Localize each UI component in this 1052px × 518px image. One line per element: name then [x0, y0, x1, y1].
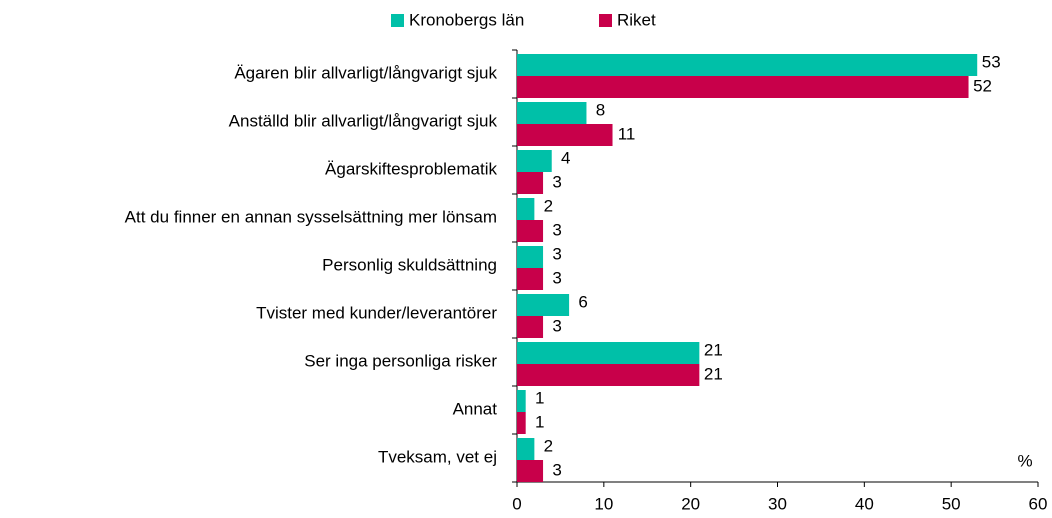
x-tick-label: 40 — [855, 494, 874, 513]
bar — [517, 460, 544, 482]
category-label: Ägaren blir allvarligt/långvarigt sjuk — [234, 63, 497, 82]
bar — [517, 76, 969, 98]
category-label: Personlig skuldsättning — [322, 255, 497, 274]
value-label: 6 — [578, 292, 587, 311]
bar — [517, 268, 544, 290]
value-label: 3 — [552, 316, 561, 335]
bar — [517, 438, 535, 460]
bar — [517, 198, 535, 220]
category-label: Ser inga personliga risker — [304, 351, 497, 370]
bar — [517, 390, 526, 412]
legend-swatch — [391, 14, 404, 27]
x-tick-label: 20 — [681, 494, 700, 513]
category-label: Tveksam, vet ej — [378, 447, 497, 466]
x-tick-label: 30 — [768, 494, 787, 513]
value-label: 3 — [552, 268, 561, 287]
value-label: 3 — [552, 460, 561, 479]
bar — [517, 150, 552, 172]
bar — [517, 246, 544, 268]
bar — [517, 172, 544, 194]
bar — [517, 220, 544, 242]
value-label: 11 — [618, 124, 636, 143]
value-label: 2 — [544, 196, 553, 215]
unit-label: % — [1017, 451, 1032, 470]
value-label: 8 — [596, 100, 605, 119]
category-label: Att du finner en annan sysselsättning me… — [125, 207, 497, 226]
value-label: 3 — [552, 244, 561, 263]
value-label: 21 — [704, 364, 723, 383]
x-tick-label: 0 — [512, 494, 521, 513]
bar — [517, 316, 544, 338]
value-label: 21 — [704, 340, 723, 359]
bar — [517, 54, 978, 76]
category-label: Anställd blir allvarligt/långvarigt sjuk — [229, 111, 498, 130]
bar — [517, 102, 587, 124]
legend-swatch — [599, 14, 612, 27]
bar — [517, 294, 570, 316]
legend-label: Kronobergs län — [409, 10, 524, 29]
value-label: 1 — [535, 412, 544, 431]
value-label: 52 — [973, 76, 992, 95]
value-label: 2 — [544, 436, 553, 455]
bar — [517, 364, 700, 386]
value-label: 1 — [535, 388, 544, 407]
value-label: 53 — [982, 52, 1001, 71]
bar — [517, 342, 700, 364]
value-label: 3 — [552, 220, 561, 239]
x-tick-label: 60 — [1029, 494, 1048, 513]
category-label: Ägarskiftesproblematik — [325, 159, 497, 178]
bar — [517, 124, 613, 146]
bar — [517, 412, 526, 434]
x-tick-label: 50 — [942, 494, 961, 513]
category-label: Annat — [453, 399, 498, 418]
value-label: 4 — [561, 148, 570, 167]
category-label: Tvister med kunder/leverantörer — [256, 303, 497, 322]
value-label: 3 — [552, 172, 561, 191]
x-tick-label: 10 — [594, 494, 613, 513]
legend-label: Riket — [617, 10, 656, 29]
